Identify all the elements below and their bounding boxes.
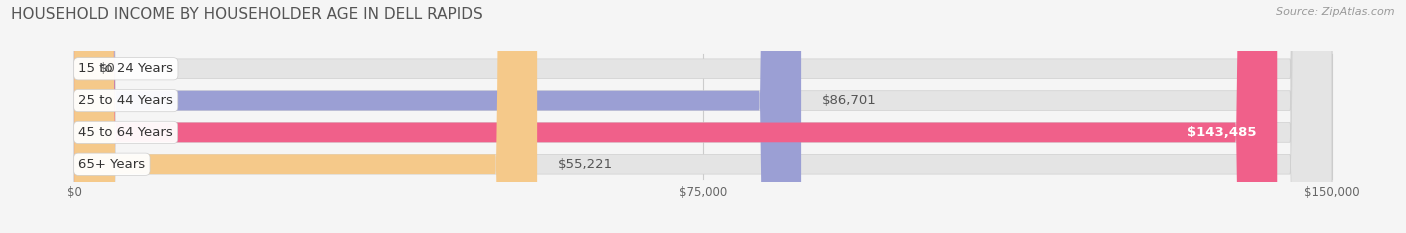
Text: $86,701: $86,701 (823, 94, 877, 107)
Text: 65+ Years: 65+ Years (79, 158, 145, 171)
FancyBboxPatch shape (75, 0, 1331, 233)
Text: 45 to 64 Years: 45 to 64 Years (79, 126, 173, 139)
FancyBboxPatch shape (75, 0, 537, 233)
Text: HOUSEHOLD INCOME BY HOUSEHOLDER AGE IN DELL RAPIDS: HOUSEHOLD INCOME BY HOUSEHOLDER AGE IN D… (11, 7, 484, 22)
FancyBboxPatch shape (75, 0, 1331, 233)
Text: $55,221: $55,221 (558, 158, 613, 171)
Text: $0: $0 (100, 62, 117, 75)
Text: Source: ZipAtlas.com: Source: ZipAtlas.com (1277, 7, 1395, 17)
Text: 25 to 44 Years: 25 to 44 Years (79, 94, 173, 107)
FancyBboxPatch shape (75, 0, 1331, 233)
FancyBboxPatch shape (75, 0, 1277, 233)
FancyBboxPatch shape (75, 0, 1331, 233)
Text: 15 to 24 Years: 15 to 24 Years (79, 62, 173, 75)
FancyBboxPatch shape (75, 0, 801, 233)
Text: $143,485: $143,485 (1187, 126, 1257, 139)
